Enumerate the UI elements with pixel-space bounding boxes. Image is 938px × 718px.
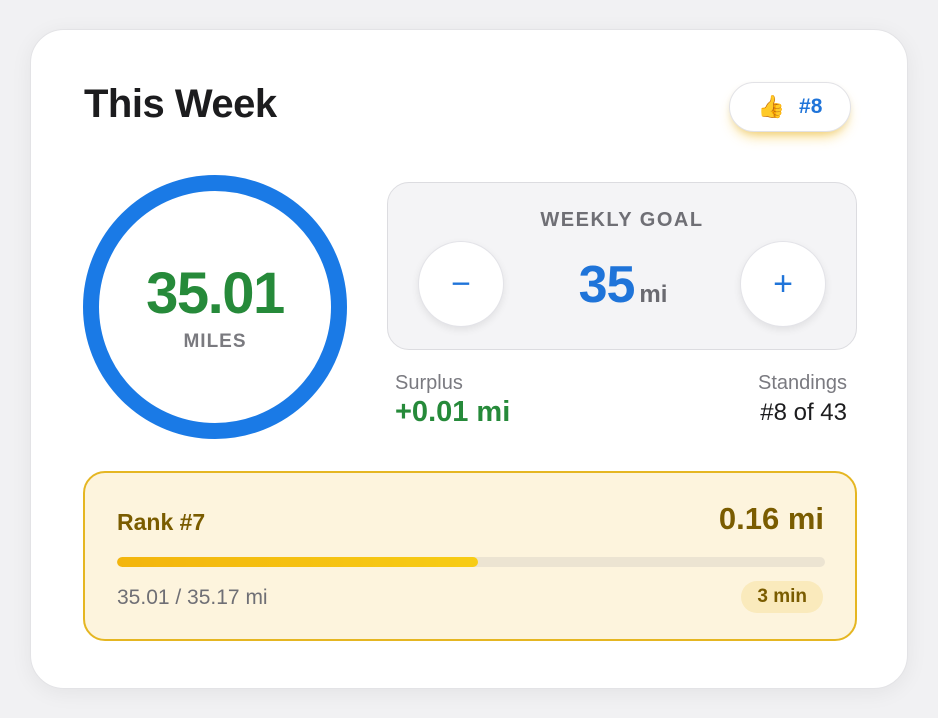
increase-goal-button[interactable]: + — [740, 241, 826, 327]
card-title: This Week — [84, 82, 277, 126]
time-estimate-badge: 3 min — [741, 581, 823, 613]
weekly-goal-title: WEEKLY GOAL — [540, 209, 704, 231]
ring-graphic — [83, 175, 347, 439]
surplus-value: +0.01 mi — [395, 396, 511, 428]
weekly-summary-card: This Week 👍 #8 35.01 MILES WEEKLY GOAL −… — [30, 29, 908, 689]
next-rank-progress-track — [117, 557, 825, 567]
next-rank-progress-fill — [117, 557, 479, 567]
rank-badge[interactable]: 👍 #8 — [729, 82, 851, 132]
miles-progress-ring: 35.01 MILES — [83, 175, 347, 439]
weekly-goal-value: 35 — [578, 256, 636, 314]
weekly-goal-unit: mi — [639, 281, 668, 308]
plus-icon: + — [773, 264, 793, 303]
weekly-goal-panel: WEEKLY GOAL − 35 mi + — [387, 182, 857, 350]
rank-badge-label: #8 — [799, 95, 823, 118]
ring-progress-arc — [83, 175, 347, 439]
next-rank-progress-text: 35.01 / 35.17 mi — [117, 586, 268, 609]
surplus-label: Surplus — [395, 372, 463, 394]
decrease-goal-button[interactable]: − — [418, 241, 504, 327]
miles-label: MILES — [183, 331, 247, 352]
next-rank-distance: 0.16 mi — [718, 501, 824, 536]
thumbs-up-icon: 👍 — [757, 94, 786, 119]
weekly-goal-amount: 35 mi — [508, 255, 738, 315]
standings-label: Standings — [758, 372, 847, 394]
next-rank-panel: Rank #7 0.16 mi 35.01 / 35.17 mi 3 min — [83, 471, 857, 641]
standings-value: #8 of 43 — [760, 399, 847, 426]
next-rank-label: Rank #7 — [117, 509, 206, 535]
miles-value: 35.01 — [146, 261, 285, 326]
minus-icon: − — [451, 264, 471, 303]
